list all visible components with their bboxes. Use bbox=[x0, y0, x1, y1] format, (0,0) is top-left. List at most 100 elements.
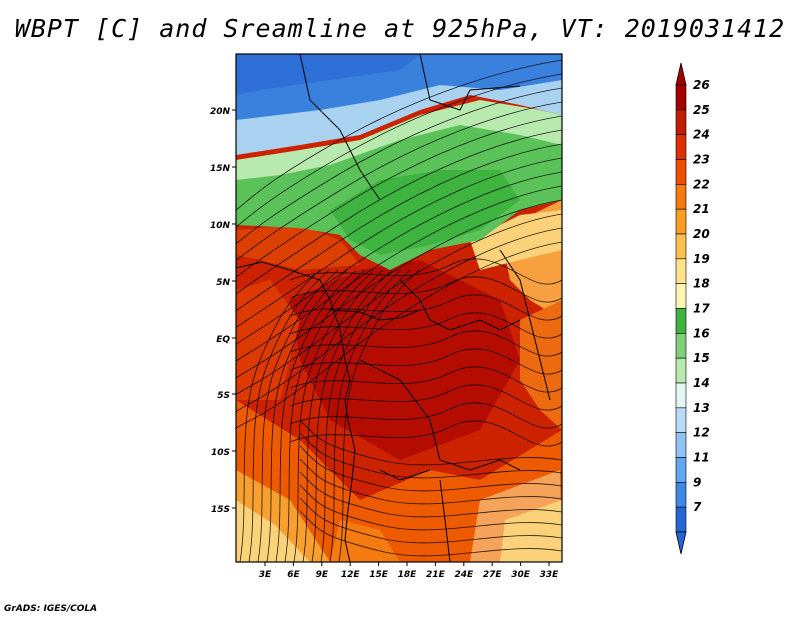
colorbar-label: 24 bbox=[693, 128, 710, 142]
streamline bbox=[338, 269, 420, 562]
colorbar-label: 13 bbox=[693, 401, 710, 415]
streamline bbox=[302, 269, 384, 562]
streamline bbox=[329, 269, 411, 562]
streamline bbox=[236, 143, 562, 312]
colorbar-swatch bbox=[675, 233, 687, 260]
streamline bbox=[236, 87, 562, 244]
streamline bbox=[236, 157, 562, 328]
colorbar-label: 7 bbox=[693, 500, 702, 514]
colorbar-bottom-arrow bbox=[675, 531, 687, 555]
lon-label: 15E bbox=[369, 570, 389, 580]
lon-label: 33E bbox=[540, 570, 560, 580]
lat-label: 10S bbox=[211, 448, 230, 458]
colorbar-swatch bbox=[675, 382, 687, 409]
lat-label: 10N bbox=[210, 221, 231, 231]
colorbar-label: 17 bbox=[693, 302, 710, 316]
lat-label: 15N bbox=[210, 164, 231, 174]
streamline bbox=[236, 115, 562, 278]
colorbar-label: 12 bbox=[693, 426, 710, 440]
colorbar-swatch bbox=[675, 184, 687, 210]
colorbar-swatch bbox=[675, 134, 687, 160]
colorbar-swatch bbox=[675, 84, 687, 111]
lon-label: 3E bbox=[259, 570, 272, 580]
streamline bbox=[289, 294, 562, 321]
streamline bbox=[311, 269, 393, 562]
lat-label: 5N bbox=[216, 278, 230, 288]
lat-label: 5S bbox=[217, 391, 230, 401]
lon-label: 6E bbox=[287, 570, 300, 580]
streamline bbox=[299, 445, 562, 492]
streamline bbox=[248, 269, 330, 562]
colorbar-label: 16 bbox=[693, 326, 710, 340]
streamline bbox=[289, 258, 562, 285]
streamline bbox=[299, 484, 562, 531]
streamline bbox=[236, 241, 562, 429]
map-title: WBPT [C] and Sreamline at 925hPa, VT: 20… bbox=[14, 14, 786, 43]
colorbar: 26 25 24 23 22 21 20 19 18 17 16 15 14 13 12 11 9 7 bbox=[675, 62, 710, 555]
streamline bbox=[236, 101, 562, 261]
streamline bbox=[289, 312, 562, 339]
colorbar-label: 26 bbox=[693, 78, 710, 92]
map-frame bbox=[235, 53, 563, 563]
longitude-labels: 3E 6E 9E 12E 15E 18E 21E 24E 27E 30E 33E bbox=[259, 562, 559, 580]
country-borders bbox=[236, 54, 551, 562]
streamline bbox=[320, 269, 402, 562]
lon-label: 27E bbox=[483, 570, 503, 580]
streamline bbox=[299, 510, 562, 557]
colorbar-label: 20 bbox=[693, 227, 710, 241]
streamline bbox=[289, 348, 562, 375]
colorbar-swatch bbox=[675, 482, 687, 508]
streamline bbox=[289, 366, 562, 393]
colorbar-label: 22 bbox=[693, 177, 710, 191]
streamline bbox=[257, 269, 339, 562]
streamline bbox=[293, 269, 375, 562]
colorbar-swatch bbox=[675, 357, 687, 384]
colorbar-label: 18 bbox=[693, 277, 710, 291]
colorbar-swatch bbox=[675, 208, 687, 235]
footer-credit: GrADS: IGES/COLA bbox=[4, 604, 98, 614]
lat-label: EQ bbox=[216, 335, 230, 345]
colorbar-swatch bbox=[675, 432, 687, 458]
latitude-labels: 20N 15N 10N 5N EQ 5S 10S 15S bbox=[210, 107, 236, 515]
colorbar-swatch bbox=[675, 159, 687, 185]
colorbar-label: 25 bbox=[693, 103, 710, 117]
streamline bbox=[236, 59, 562, 211]
colorbar-label: 11 bbox=[693, 451, 710, 465]
lat-label: 15S bbox=[211, 505, 230, 515]
lon-label: 18E bbox=[398, 570, 418, 580]
streamline bbox=[236, 185, 562, 362]
colorbar-swatch bbox=[675, 333, 687, 359]
lon-label: 30E bbox=[511, 570, 531, 580]
colorbar-label: 21 bbox=[693, 202, 710, 216]
colorbar-swatch bbox=[675, 407, 687, 433]
colorbar-swatch bbox=[675, 457, 687, 483]
streamline bbox=[236, 73, 562, 228]
lon-label: 21E bbox=[426, 570, 446, 580]
streamline bbox=[289, 420, 562, 447]
colorbar-label: 14 bbox=[693, 376, 710, 390]
streamline bbox=[236, 129, 562, 295]
colorbar-swatch bbox=[675, 283, 687, 309]
streamline bbox=[289, 276, 562, 303]
colorbar-label: 15 bbox=[693, 351, 710, 365]
streamline bbox=[289, 402, 562, 429]
streamline bbox=[299, 497, 562, 544]
lat-label: 20N bbox=[210, 107, 231, 117]
colorbar-swatch bbox=[675, 506, 687, 533]
lon-label: 9E bbox=[316, 570, 329, 580]
wbpt-field bbox=[236, 54, 562, 562]
colorbar-swatch bbox=[675, 258, 687, 284]
streamline bbox=[299, 419, 562, 466]
streamline bbox=[289, 384, 562, 411]
lon-label: 12E bbox=[341, 570, 361, 580]
colorbar-swatch bbox=[675, 109, 687, 135]
streamline bbox=[299, 458, 562, 505]
colorbar-label: 23 bbox=[693, 153, 710, 167]
streamline bbox=[299, 471, 562, 518]
colorbar-label: 9 bbox=[693, 475, 701, 489]
streamline bbox=[289, 330, 562, 357]
colorbar-swatch bbox=[675, 308, 687, 334]
colorbar-label: 19 bbox=[693, 252, 710, 266]
streamline bbox=[299, 432, 562, 479]
